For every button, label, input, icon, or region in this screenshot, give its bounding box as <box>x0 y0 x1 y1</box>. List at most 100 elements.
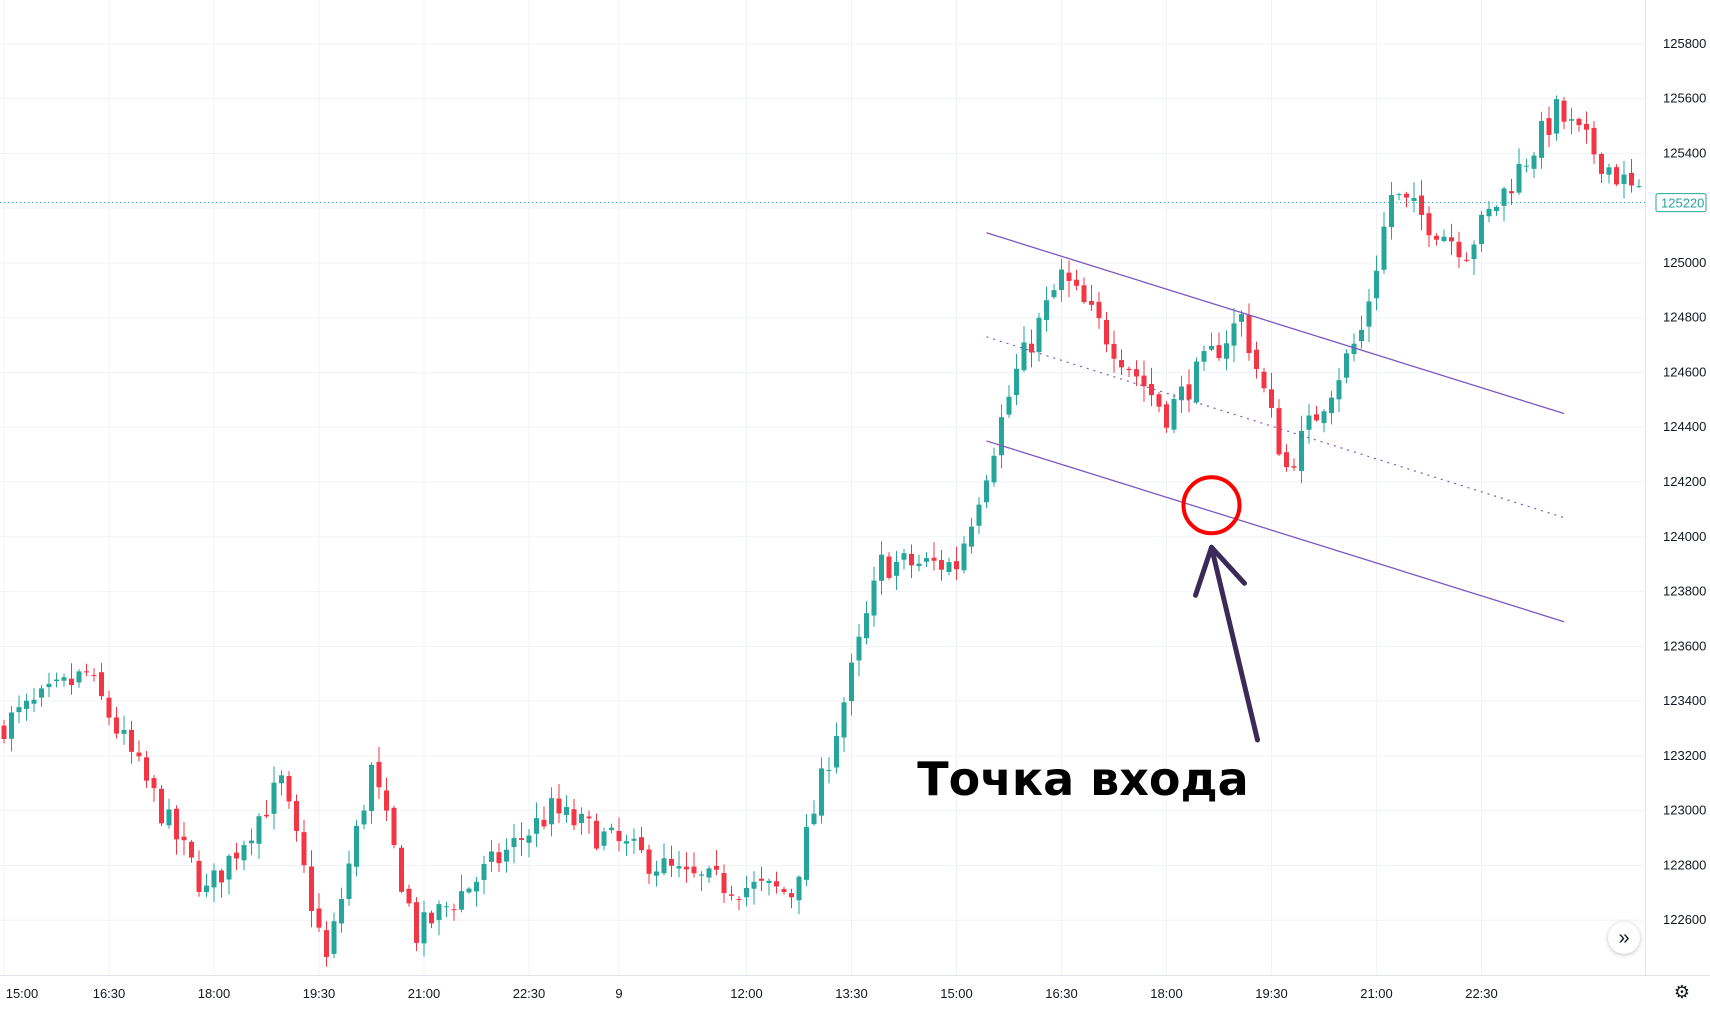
candle-body <box>361 810 367 825</box>
candle-body <box>241 845 247 861</box>
candle-body <box>1314 414 1319 421</box>
candle-body <box>804 826 809 880</box>
candle-body <box>196 860 202 892</box>
candle-body <box>984 480 989 503</box>
candle-body <box>399 847 404 892</box>
candle-body <box>1269 389 1274 408</box>
candle-body <box>61 677 67 681</box>
candle-body <box>316 908 322 928</box>
candle-body <box>826 769 832 771</box>
candle-body <box>249 840 254 844</box>
candle-body <box>811 813 817 825</box>
candle-body <box>384 790 389 811</box>
time-tick-label: 9 <box>615 986 622 1001</box>
price-axis[interactable]: 1258001256001254001252001250001248001246… <box>0 0 1707 975</box>
candle-body <box>646 849 652 874</box>
candle-body <box>751 881 757 889</box>
candle-body <box>939 560 944 570</box>
candle-body <box>1321 411 1327 424</box>
candle-body <box>301 832 307 866</box>
time-axis[interactable]: 15:00 16:30 18:00 19:30 21:00 22:30 9 12:00 13:3… <box>0 975 1710 1002</box>
candle-body <box>834 736 839 768</box>
candle-body <box>489 851 494 862</box>
candle-body <box>954 561 959 570</box>
candle-body <box>729 894 734 896</box>
candle-body <box>1246 315 1252 354</box>
candle-body <box>406 888 412 904</box>
candle-body <box>1216 345 1222 359</box>
candle-body <box>1006 396 1012 415</box>
candle-body <box>1516 163 1522 193</box>
candle-body <box>1546 118 1552 135</box>
candle-body <box>1014 368 1019 396</box>
channel-upper-line <box>986 232 1565 415</box>
candle-body <box>151 778 157 789</box>
candle-body <box>376 761 382 788</box>
double-chevron-right-icon: » <box>1618 926 1630 949</box>
candle-body <box>31 699 37 704</box>
candle-body <box>1486 208 1492 217</box>
candle-body <box>1044 300 1049 320</box>
candle-body <box>1239 314 1244 322</box>
candle-body <box>556 798 562 814</box>
time-tick-label: 19:30 <box>1255 986 1288 1001</box>
candle-body <box>91 674 97 676</box>
candle-body <box>631 838 637 841</box>
candle-body <box>286 776 292 802</box>
candle-body <box>714 865 719 870</box>
candle-body <box>931 557 937 561</box>
candle-body <box>1381 226 1387 270</box>
candle-body <box>1029 343 1034 353</box>
candle-body <box>69 678 74 686</box>
candle-body <box>1374 270 1379 299</box>
candle-body <box>54 679 59 682</box>
candle-body <box>1614 167 1619 185</box>
candle-body <box>1509 191 1514 194</box>
candle-body <box>699 874 704 876</box>
gear-icon: ⚙ <box>1673 982 1691 1002</box>
candle-body <box>339 899 344 924</box>
candle-body <box>1366 301 1372 327</box>
candle-body <box>624 841 629 844</box>
candle-body <box>271 782 277 814</box>
candle-body <box>999 417 1004 456</box>
time-tick-label: 21:00 <box>408 986 441 1001</box>
arrow-head <box>1193 544 1247 598</box>
candle-body <box>541 819 547 827</box>
candle-body <box>579 813 584 824</box>
time-tick-label: 12:00 <box>730 986 763 1001</box>
candle-body <box>601 831 607 846</box>
candle-body <box>894 561 899 576</box>
candle-body <box>1104 319 1109 345</box>
candle-body <box>1599 153 1604 174</box>
candle-body <box>481 863 487 880</box>
candle-body <box>1584 124 1589 130</box>
candle-body <box>1606 167 1612 175</box>
candle-body <box>24 700 29 709</box>
candle-body <box>1164 404 1169 428</box>
candle-body <box>871 580 877 616</box>
candle-body <box>766 880 772 884</box>
candle-body <box>1434 235 1439 240</box>
candle-body <box>1276 408 1282 455</box>
candle-body <box>331 921 337 954</box>
candle-body <box>1561 100 1567 122</box>
candle-body <box>1569 119 1574 121</box>
candle-body <box>961 543 967 571</box>
candle-body <box>84 671 89 673</box>
candle-body <box>1284 452 1289 468</box>
settings-button[interactable]: ⚙ <box>1672 982 1692 1002</box>
candle-body <box>114 717 119 734</box>
scroll-to-realtime-button[interactable]: » <box>1608 922 1640 954</box>
candles <box>1 95 1642 967</box>
candle-body <box>451 909 457 911</box>
candle-body <box>1291 466 1297 468</box>
last-price-label: 125220 <box>1661 196 1704 211</box>
channel-mid-line <box>986 336 1565 519</box>
candle-body <box>976 504 982 526</box>
candle-body <box>39 688 44 698</box>
price-tick-label: 124800 <box>1663 310 1706 325</box>
candle-body <box>1111 343 1117 359</box>
